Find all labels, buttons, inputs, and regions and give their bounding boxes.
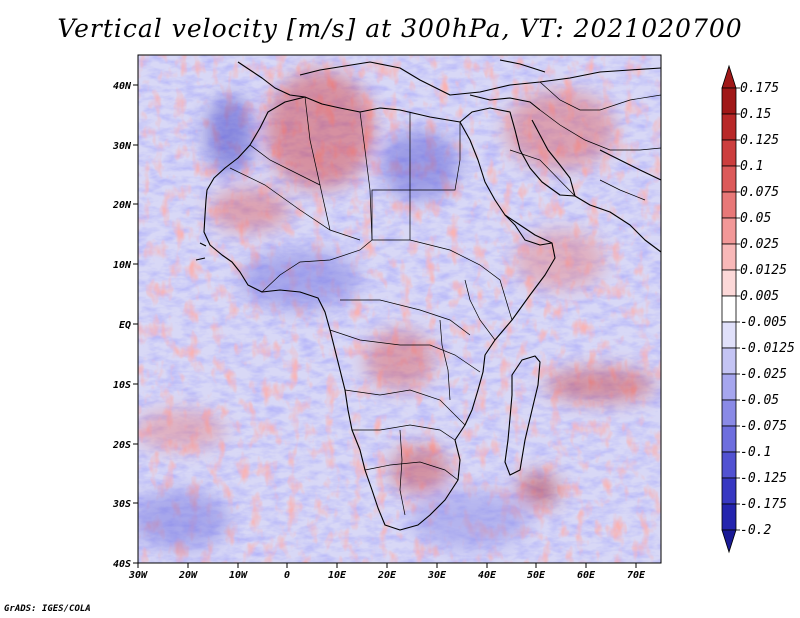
colorbar-segment [721, 139, 737, 167]
colorbar-label: -0.005 [740, 315, 787, 330]
colorbar-label: -0.175 [740, 497, 787, 512]
colorbar-label: 0.075 [740, 185, 779, 200]
colorbar-label: -0.05 [740, 393, 779, 408]
colorbar-segment [721, 503, 737, 531]
latitude-axis: 40S 30S 20S 10S EQ 10N 20N 30N 40N [112, 81, 138, 570]
country-borders [229, 81, 661, 516]
colorbar-min-arrow [721, 529, 737, 554]
colorbar-segment [721, 191, 737, 219]
lat-label: EQ [119, 320, 131, 331]
colorbar-label: 0.0125 [740, 263, 787, 278]
lon-label: 20E [377, 570, 397, 581]
colorbar-segment [721, 373, 737, 401]
lon-label: 10E [328, 570, 347, 581]
lon-label: 50E [527, 570, 546, 581]
colorbar-segment [721, 295, 737, 323]
colorbar-segment [721, 243, 737, 271]
lon-label: 60E [577, 570, 596, 581]
lat-label: 20S [112, 440, 131, 451]
colorbar-segment [721, 217, 737, 245]
colorbar-segment [721, 477, 737, 505]
chart-title: Vertical velocity [m/s] at 300hPa, VT: 2… [57, 14, 743, 43]
colorbar: 0.175 0.15 0.125 0.1 0.075 0.05 0.025 0.0125 0.0… [721, 64, 795, 554]
colorbar-label: 0.025 [740, 237, 779, 252]
colorbar-segment [721, 269, 737, 297]
colorbar-label: 0.175 [740, 81, 779, 96]
lon-label: 10W [229, 570, 248, 581]
lon-label: 20W [178, 570, 198, 581]
lon-label: 30W [128, 570, 148, 581]
lat-label: 30N [112, 141, 132, 152]
lat-label: 20N [112, 200, 132, 211]
plot-frame [137, 54, 662, 564]
colorbar-label: -0.0125 [740, 341, 795, 356]
colorbar-label: -0.075 [740, 419, 787, 434]
lat-label: 10N [113, 260, 132, 271]
longitude-axis: 30W 20W 10W 0 10E 20E 30E 40E 50E 60E 70… [128, 563, 646, 581]
lat-label: 40N [113, 81, 132, 92]
colorbar-segment [721, 425, 737, 453]
colorbar-segment [721, 321, 737, 349]
colorbar-segment [721, 165, 737, 193]
colorbar-max-arrow [721, 64, 737, 89]
vertical-velocity-field [138, 55, 661, 563]
lat-label: 40S [113, 559, 131, 570]
footer-credit: GrADS: IGES/COLA [4, 604, 91, 614]
colorbar-label: -0.2 [740, 523, 771, 538]
lon-label: 40E [478, 570, 497, 581]
colorbar-segment [721, 399, 737, 427]
colorbar-label: -0.025 [740, 367, 787, 382]
colorbar-label: 0.15 [740, 107, 771, 122]
colorbar-label: 0.05 [740, 211, 771, 226]
colorbar-segment [721, 87, 737, 115]
colorbar-label: 0.1 [740, 159, 763, 174]
colorbar-label: -0.1 [740, 445, 771, 460]
colorbar-label: 0.005 [740, 289, 779, 304]
lat-label: 30S [112, 499, 131, 510]
colorbar-segment [721, 347, 737, 375]
lon-label: 30E [427, 570, 447, 581]
lat-label: 10S [113, 380, 131, 391]
colorbar-segment [721, 451, 737, 479]
lon-label: 70E [627, 570, 646, 581]
lon-label: 0 [284, 570, 290, 581]
colorbar-label: -0.125 [740, 471, 787, 486]
colorbar-label: 0.125 [740, 133, 779, 148]
colorbar-segment [721, 113, 737, 141]
